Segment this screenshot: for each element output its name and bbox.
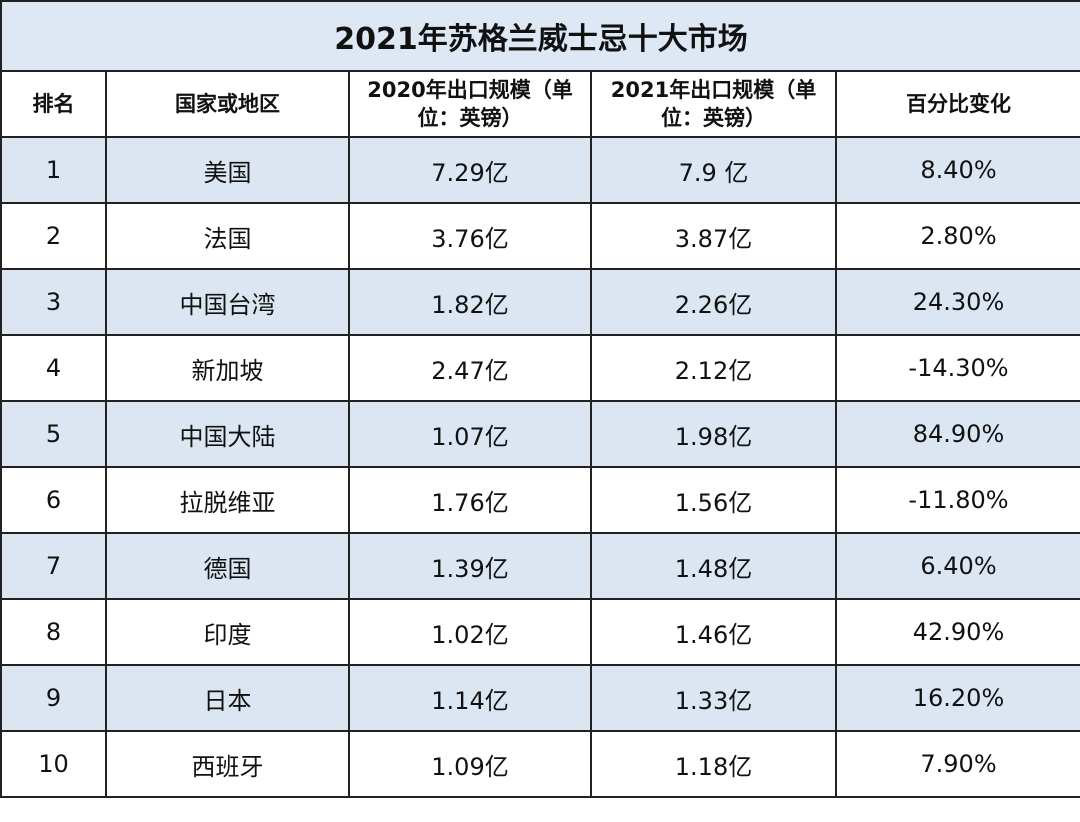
header-cell: 2020年出口规模（单位：英镑） <box>348 70 592 138</box>
table-cell: 新加坡 <box>105 334 350 402</box>
table-cell: 3.87亿 <box>590 202 837 270</box>
header-row: 排名 国家或地区 2020年出口规模（单位：英镑） 2021年出口规模（单位：英镑）百… <box>0 70 1080 138</box>
table-cell: 西班牙 <box>105 730 350 798</box>
table-cell: 拉脱维亚 <box>105 466 350 534</box>
table-row: 6 拉脱维亚 1.76亿 1.56亿 -11.80% <box>0 466 1080 534</box>
table-cell: 3 <box>0 268 107 336</box>
table-cell: 6 <box>0 466 107 534</box>
table-row: 2 法国 3.76亿 3.87亿 2.80% <box>0 202 1080 270</box>
table-row: 8 印度 1.02亿 1.46亿 42.90% <box>0 598 1080 666</box>
table-cell: 中国大陆 <box>105 400 350 468</box>
table-row: 7 德国 1.39亿 1.48亿 6.40% <box>0 532 1080 600</box>
table-row: 5 中国大陆 1.07亿 1.98亿 84.90% <box>0 400 1080 468</box>
table-cell: -14.30% <box>835 334 1080 402</box>
table-cell: -11.80% <box>835 466 1080 534</box>
header-cell: 百分比变化 <box>835 70 1080 138</box>
table-cell: 1.76亿 <box>348 466 592 534</box>
table-row: 1 美国 7.29亿 7.9 亿 8.40% <box>0 136 1080 204</box>
table-cell: 8.40% <box>835 136 1080 204</box>
table-cell: 24.30% <box>835 268 1080 336</box>
table-cell: 2.80% <box>835 202 1080 270</box>
table-cell: 1.46亿 <box>590 598 837 666</box>
table-cell: 2 <box>0 202 107 270</box>
table-title: 2021年苏格兰威士忌十大市场 <box>0 0 1080 72</box>
table-cell: 3.76亿 <box>348 202 592 270</box>
table-cell: 1.56亿 <box>590 466 837 534</box>
table-cell: 7.29亿 <box>348 136 592 204</box>
table-cell: 1.98亿 <box>590 400 837 468</box>
table-cell: 5 <box>0 400 107 468</box>
header-cell: 排名 <box>0 70 107 138</box>
table-cell: 8 <box>0 598 107 666</box>
table-cell: 1 <box>0 136 107 204</box>
table-row: 4 新加坡 2.47亿 2.12亿 -14.30% <box>0 334 1080 402</box>
table-cell: 42.90% <box>835 598 1080 666</box>
table-cell: 9 <box>0 664 107 732</box>
table-cell: 2.26亿 <box>590 268 837 336</box>
table-cell: 7 <box>0 532 107 600</box>
table-cell: 1.48亿 <box>590 532 837 600</box>
table: 2021年苏格兰威士忌十大市场 排名 国家或地区 2020年出口规模（单位：英镑） 2… <box>0 0 1080 798</box>
table-body: 2021年苏格兰威士忌十大市场 排名 国家或地区 2020年出口规模（单位：英镑） 2… <box>0 0 1080 798</box>
table-cell: 美国 <box>105 136 350 204</box>
table-cell: 1.82亿 <box>348 268 592 336</box>
table-cell: 1.09亿 <box>348 730 592 798</box>
table-cell: 1.14亿 <box>348 664 592 732</box>
table-cell: 中国台湾 <box>105 268 350 336</box>
table-cell: 7.9 亿 <box>590 136 837 204</box>
table-cell: 法国 <box>105 202 350 270</box>
header-cell: 国家或地区 <box>105 70 350 138</box>
table-cell: 德国 <box>105 532 350 600</box>
table-row: 3 中国台湾 1.82亿 2.26亿 24.30% <box>0 268 1080 336</box>
table-cell: 1.18亿 <box>590 730 837 798</box>
table-cell: 7.90% <box>835 730 1080 798</box>
header-cell: 2021年出口规模（单位：英镑） <box>590 70 837 138</box>
title-row: 2021年苏格兰威士忌十大市场 <box>0 0 1080 72</box>
table-cell: 2.12亿 <box>590 334 837 402</box>
table-row: 10 西班牙 1.09亿 1.18亿 7.90% <box>0 730 1080 798</box>
table-cell: 4 <box>0 334 107 402</box>
table-cell: 1.39亿 <box>348 532 592 600</box>
table-cell: 印度 <box>105 598 350 666</box>
table-cell: 日本 <box>105 664 350 732</box>
table-cell: 84.90% <box>835 400 1080 468</box>
table-cell: 1.07亿 <box>348 400 592 468</box>
table-cell: 6.40% <box>835 532 1080 600</box>
table-cell: 10 <box>0 730 107 798</box>
table-cell: 16.20% <box>835 664 1080 732</box>
table-cell: 1.02亿 <box>348 598 592 666</box>
table-row: 9 日本 1.14亿 1.33亿 16.20% <box>0 664 1080 732</box>
table-cell: 2.47亿 <box>348 334 592 402</box>
table-cell: 1.33亿 <box>590 664 837 732</box>
